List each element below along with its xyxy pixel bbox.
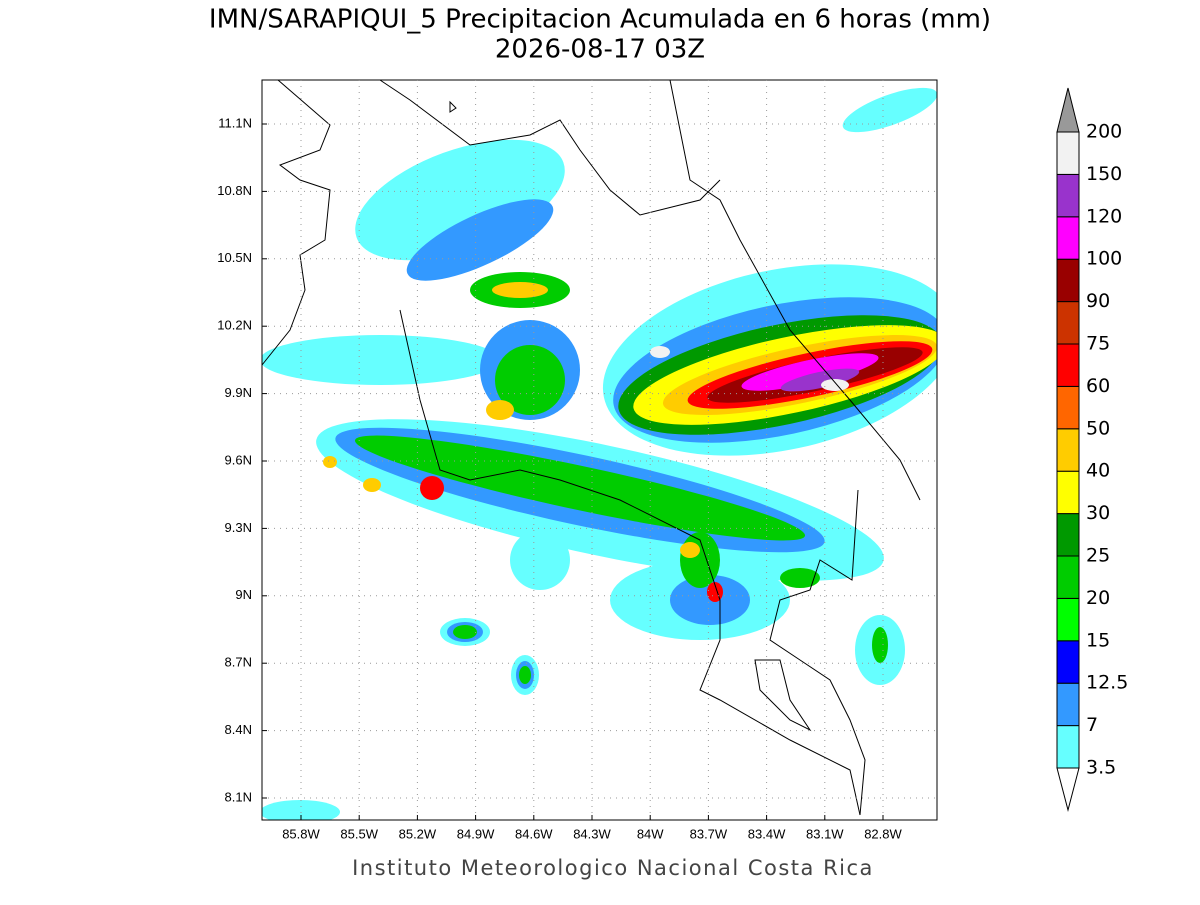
- y-tick-label: 8.7N: [225, 655, 252, 670]
- colorbar-swatch: [1056, 301, 1080, 345]
- colorbar: 3.5 7 12.5 15 20 25 30 40 50 60 75 90 100 120 150 200: [1056, 87, 1128, 812]
- x-tick-label: 84.3W: [573, 826, 611, 841]
- colorbar-label: 100: [1086, 248, 1122, 270]
- precip-field: [262, 87, 937, 820]
- colorbar-swatch: [1056, 216, 1080, 260]
- plot-frame: [261, 79, 938, 821]
- colorbar-cap-low: [1056, 767, 1080, 812]
- colorbar-label: 25: [1086, 545, 1110, 567]
- y-tick-label: 8.4N: [225, 722, 252, 737]
- x-tick-label: 85.5W: [340, 826, 378, 841]
- colorbar-label: 3.5: [1086, 757, 1116, 779]
- y-tick-label: 9.9N: [225, 385, 252, 400]
- x-tick-label: 85.2W: [399, 826, 437, 841]
- colorbar-swatch: [1056, 640, 1080, 684]
- x-tick-label: 84.9W: [457, 826, 495, 841]
- colorbar-label: 12.5: [1086, 672, 1128, 694]
- colorbar-swatch: [1056, 428, 1080, 472]
- colorbar-label: 75: [1086, 333, 1110, 355]
- colorbar-label: 7: [1086, 714, 1098, 736]
- colorbar-label: 30: [1086, 502, 1110, 524]
- intense-rain: [323, 282, 937, 602]
- colorbar-cap-high: [1056, 87, 1080, 133]
- colorbar-label: 60: [1086, 375, 1110, 397]
- colorbar-label: 50: [1086, 417, 1110, 439]
- colorbar-swatch: [1056, 555, 1080, 599]
- colorbar-swatch: [1056, 470, 1080, 515]
- y-tick-label: 10.2N: [217, 318, 252, 333]
- colorbar-label: 40: [1086, 460, 1110, 482]
- y-tick-label: 10.5N: [217, 250, 252, 265]
- y-tick-label: 9.3N: [225, 520, 252, 535]
- title: IMN/SARAPIQUI_5 Precipitacion Acumulada …: [209, 5, 991, 35]
- x-tick-label: 83.4W: [748, 826, 786, 841]
- colorbar-swatch: [1056, 725, 1080, 769]
- colorbar-label: 200: [1086, 121, 1122, 143]
- axes: 85.8W 85.5W 85.2W 84.9W 84.6W 84.3W 84W 83.7W 83…: [217, 80, 937, 841]
- colorbar-label: 120: [1086, 205, 1122, 227]
- colorbar-label: 150: [1086, 163, 1122, 185]
- y-tick-label: 10.8N: [217, 183, 252, 198]
- y-tick-label: 9N: [235, 587, 252, 602]
- colorbar-label: 20: [1086, 587, 1110, 609]
- x-tick-label: 84.6W: [515, 826, 553, 841]
- footer: Instituto Meteorologico Nacional Costa R…: [352, 856, 874, 880]
- y-tick-label: 8.1N: [225, 789, 252, 804]
- x-tick-label: 82.8W: [864, 826, 902, 841]
- coastline: [261, 79, 921, 816]
- subtitle: 2026-08-17 03Z: [495, 35, 705, 65]
- x-tick-label: 83.7W: [690, 826, 728, 841]
- y-tick-label: 11.1N: [218, 115, 252, 130]
- colorbar-swatch: [1056, 258, 1080, 303]
- x-tick-label: 83.1W: [806, 826, 844, 841]
- colorbar-swatch: [1056, 682, 1080, 727]
- colorbar-swatch: [1056, 385, 1080, 430]
- colorbar-swatch: [1056, 173, 1080, 218]
- colorbar-swatch: [1056, 343, 1080, 387]
- y-tick-label: 9.6N: [225, 452, 252, 467]
- colorbar-label: 15: [1086, 629, 1110, 651]
- colorbar-swatch: [1056, 597, 1080, 642]
- colorbar-label: 90: [1086, 290, 1110, 312]
- x-tick-label: 85.8W: [282, 826, 320, 841]
- colorbar-swatch: [1056, 131, 1080, 175]
- colorbar-swatch: [1056, 513, 1080, 557]
- x-tick-label: 84W: [637, 826, 664, 841]
